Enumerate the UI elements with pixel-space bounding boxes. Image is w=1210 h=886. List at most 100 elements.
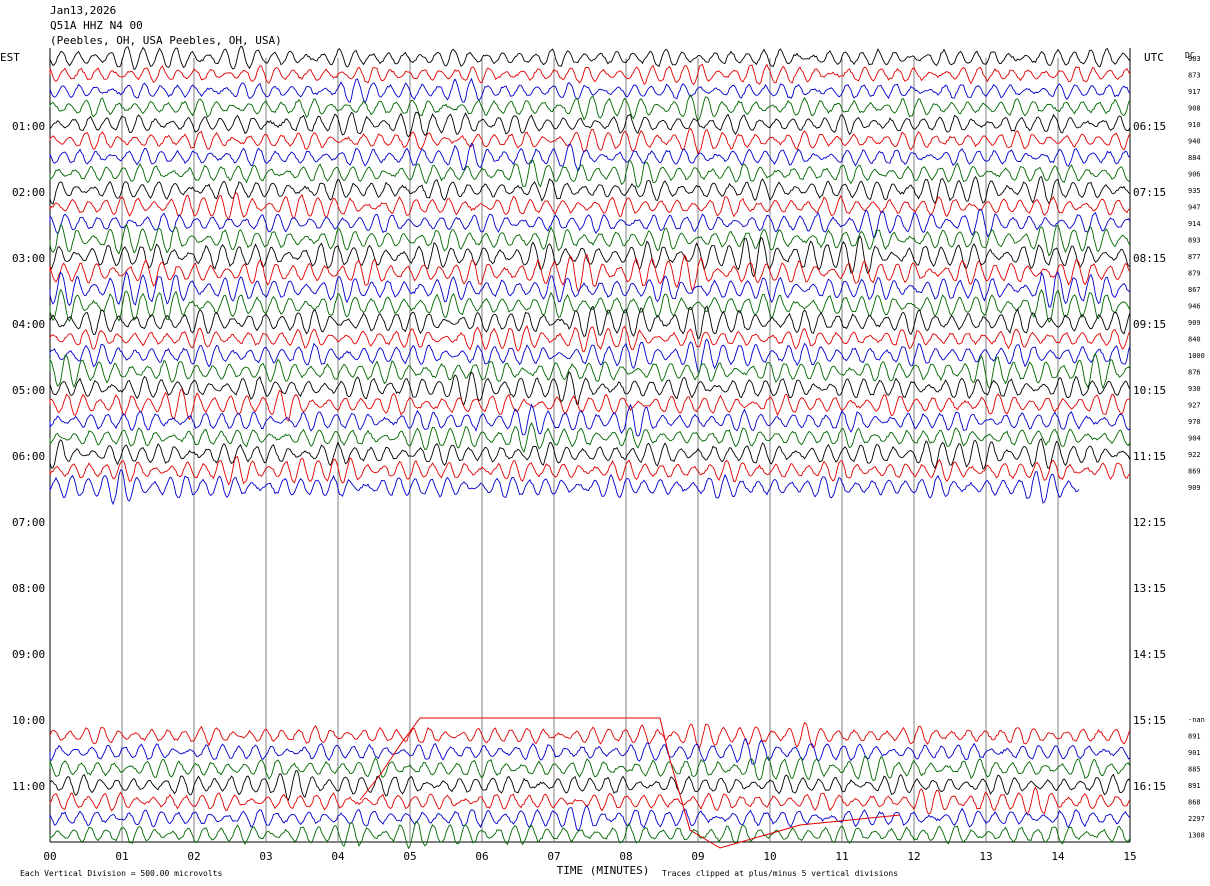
dc-offset-label: 910 [1188, 121, 1201, 129]
seismic-trace-top-15 [49, 288, 1131, 323]
left-timezone-label: EST [0, 51, 20, 64]
dc-offset-label: 904 [1188, 435, 1201, 443]
right-hour-label: 16:15 [1133, 780, 1166, 793]
x-tick-label: 02 [187, 850, 200, 863]
x-tick-label: 09 [691, 850, 704, 863]
dc-offset-label: 935 [1188, 187, 1201, 195]
dc-column-label: DC [1185, 51, 1195, 60]
seismic-trace-top-26 [49, 469, 1080, 506]
dc-offset-label: 885 [1188, 766, 1201, 774]
seismic-trace-top-11 [49, 223, 1131, 257]
dc-offset-label: -nan [1188, 716, 1205, 724]
left-hour-label: 05:00 [12, 384, 45, 397]
dc-offset-label: 940 [1188, 138, 1201, 146]
seismic-trace-top-25 [49, 456, 1131, 486]
dc-offset-label: 1308 [1188, 832, 1205, 840]
dc-offset-label: 867 [1188, 286, 1201, 294]
seismic-trace-top-0 [49, 45, 1131, 71]
dc-offset-label: 873 [1188, 72, 1201, 80]
seismic-trace-bottom-5 [49, 786, 1131, 815]
seismic-trace-top-10 [49, 208, 1131, 239]
x-tick-label: 13 [979, 850, 992, 863]
dc-offset-label: 908 [1188, 105, 1201, 113]
seismic-trace-top-23 [49, 422, 1131, 454]
seismic-trace-top-4 [49, 111, 1131, 138]
x-tick-label: 15 [1123, 850, 1136, 863]
x-tick-label: 11 [835, 850, 848, 863]
right-hour-label: 10:15 [1133, 384, 1166, 397]
right-hour-label: 14:15 [1133, 648, 1166, 661]
seismic-trace-top-7 [49, 159, 1131, 189]
seismic-trace-top-5 [49, 127, 1131, 156]
clipped-trace-segment [359, 717, 901, 849]
left-hour-label: 06:00 [12, 450, 45, 463]
dc-offset-label: 970 [1188, 418, 1201, 426]
dc-offset-label: 2297 [1188, 815, 1205, 823]
left-hour-label: 03:00 [12, 252, 45, 265]
dc-offset-label: 884 [1188, 154, 1201, 162]
right-hour-label: 09:15 [1133, 318, 1166, 331]
station-location: (Peebles, OH, USA Peebles, OH, USA) [50, 34, 282, 47]
dc-offset-label: 879 [1188, 270, 1201, 278]
right-hour-label: 12:15 [1133, 516, 1166, 529]
dc-offset-label: 909 [1188, 484, 1201, 492]
seismic-trace-top-3 [49, 94, 1131, 122]
dc-offset-label: 947 [1188, 204, 1201, 212]
seismic-trace-top-8 [49, 175, 1131, 205]
x-tick-label: 06 [475, 850, 488, 863]
seismic-trace-bottom-3 [49, 755, 1131, 782]
left-hour-label: 02:00 [12, 186, 45, 199]
seismic-trace-top-1 [49, 63, 1131, 86]
dc-offset-label: 909 [1188, 319, 1201, 327]
dc-offset-label: 891 [1188, 782, 1201, 790]
right-hour-label: 13:15 [1133, 582, 1166, 595]
x-tick-label: 10 [763, 850, 776, 863]
dc-offset-label: 877 [1188, 253, 1201, 261]
dc-offset-label: 903 [1188, 55, 1201, 63]
dc-offset-label: 914 [1188, 220, 1201, 228]
left-hour-label: 04:00 [12, 318, 45, 331]
x-tick-label: 03 [259, 850, 272, 863]
x-tick-label: 08 [619, 850, 632, 863]
dc-offset-label: 1000 [1188, 352, 1205, 360]
dc-offset-label: 906 [1188, 171, 1201, 179]
dc-offset-label: 869 [1188, 468, 1201, 476]
seismic-trace-top-18 [49, 338, 1131, 373]
left-hour-label: 01:00 [12, 120, 45, 133]
left-hour-label: 07:00 [12, 516, 45, 529]
seismic-trace-top-6 [49, 142, 1131, 173]
seismic-trace-top-2 [49, 77, 1131, 105]
seismic-trace-top-12 [49, 235, 1131, 278]
dc-offset-label: 901 [1188, 749, 1201, 757]
seismic-trace-bottom-4 [49, 769, 1131, 801]
seismic-trace-top-13 [49, 253, 1131, 292]
seismic-trace-top-17 [49, 324, 1131, 353]
seismic-trace-top-22 [49, 403, 1131, 437]
left-hour-label: 11:00 [12, 780, 45, 793]
scale-note: Each Vertical Division = 500.00 microvol… [20, 869, 222, 878]
dc-offset-label: 946 [1188, 303, 1201, 311]
seismic-trace-bottom-2 [49, 738, 1131, 765]
dc-offset-label: 891 [1188, 733, 1201, 741]
right-hour-label: 08:15 [1133, 252, 1166, 265]
right-timezone-label: UTC [1144, 51, 1164, 64]
dc-offset-label: 893 [1188, 237, 1201, 245]
x-tick-label: 04 [331, 850, 345, 863]
x-axis-title: TIME (MINUTES) [557, 864, 650, 877]
x-tick-label: 01 [115, 850, 128, 863]
seismic-trace-top-9 [49, 192, 1131, 221]
seismic-trace-top-21 [49, 388, 1131, 422]
seismic-trace-top-24 [49, 438, 1131, 470]
seismic-trace-bottom-6 [49, 805, 1131, 832]
seismic-trace-bottom-7 [49, 820, 1131, 850]
right-hour-label: 15:15 [1133, 714, 1166, 727]
right-hour-label: 06:15 [1133, 120, 1166, 133]
left-hour-label: 09:00 [12, 648, 45, 661]
seismic-trace-top-20 [49, 371, 1131, 407]
left-hour-label: 10:00 [12, 714, 45, 727]
left-hour-label: 08:00 [12, 582, 45, 595]
dc-offset-label: 840 [1188, 336, 1201, 344]
dc-offset-label: 868 [1188, 799, 1201, 807]
x-tick-label: 00 [43, 850, 56, 863]
